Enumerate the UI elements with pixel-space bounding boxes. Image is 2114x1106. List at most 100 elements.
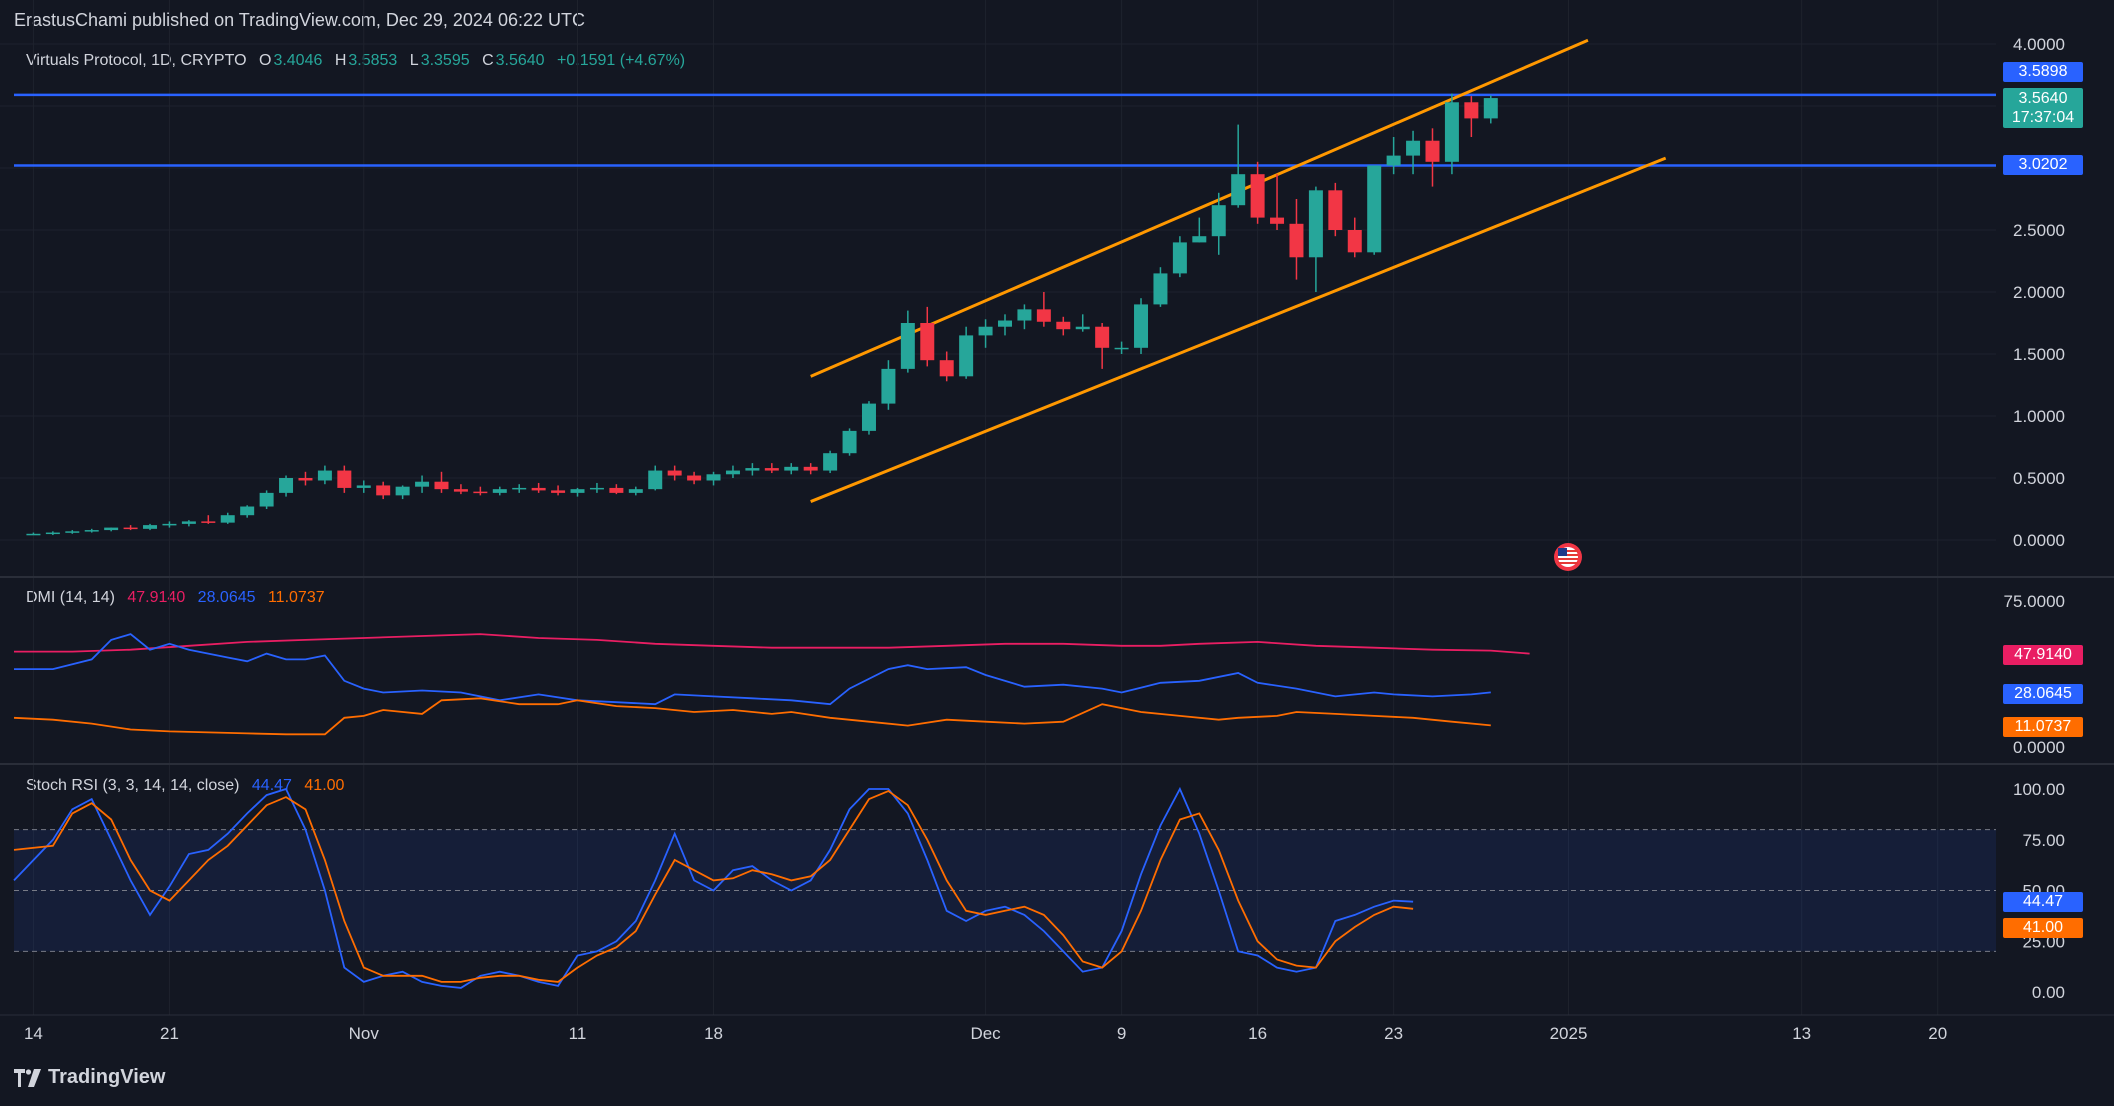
candle [1036, 292, 1051, 327]
dmi-series-line [14, 633, 1491, 706]
candle [1347, 217, 1362, 258]
candle [706, 471, 721, 486]
candle-body [143, 525, 158, 529]
y-tick-label: 1.0000 [2013, 407, 2065, 426]
candle [920, 306, 935, 367]
flag-stripe [1558, 558, 1578, 560]
candle-body [162, 523, 177, 526]
y-tick-label: 0.5000 [2013, 469, 2065, 488]
y-tick-label: 4.0000 [2013, 35, 2065, 54]
low-label: L [409, 52, 419, 69]
price-tag-resistance-1: 3.5898 [2003, 62, 2083, 82]
tradingview-brand: TradingView [48, 1066, 166, 1088]
candle-body [1483, 98, 1498, 119]
x-tick-label: Dec [970, 1024, 1001, 1043]
candle [1095, 323, 1110, 369]
candle [1270, 174, 1285, 230]
candle-body [123, 527, 138, 530]
candle [123, 525, 138, 531]
candle-body [1347, 230, 1362, 253]
candle-body [1406, 140, 1421, 156]
price-tag-dmi-plus: 28.0645 [2003, 684, 2083, 704]
y-tick-label: 2.5000 [2013, 221, 2065, 240]
x-tick-label: Nov [349, 1024, 380, 1043]
candle [240, 505, 255, 518]
candle-body [1075, 326, 1090, 330]
price-tag-stoch-d: 41.00 [2003, 918, 2083, 938]
candle [803, 463, 818, 475]
candle-body [745, 468, 760, 471]
candle-body [667, 470, 682, 476]
price-tag-dmi-adx: 47.9140 [2003, 645, 2083, 665]
candle-body [1056, 321, 1071, 330]
candle [745, 463, 760, 476]
candle-body [395, 486, 410, 496]
candle [687, 471, 702, 485]
candle [356, 480, 371, 493]
high-value: 3.5853 [348, 52, 398, 69]
candle [667, 465, 682, 481]
candle [1134, 298, 1149, 354]
candle [1172, 236, 1187, 278]
candle [959, 326, 974, 379]
close-label: C [482, 52, 494, 69]
bar-countdown: 17:37:04 [2011, 109, 2075, 126]
x-tick-label: 14 [24, 1024, 43, 1043]
candle [1464, 96, 1479, 137]
price-tag-dmi-minus: 11.0737 [2003, 717, 2083, 737]
x-tick-label: 21 [160, 1024, 179, 1043]
candle-body [220, 515, 235, 523]
channel-lower-line [810, 156, 1667, 503]
candle-body [628, 489, 643, 493]
candle [1017, 304, 1032, 330]
candle [609, 484, 624, 495]
candle-body [687, 475, 702, 481]
candle [1075, 314, 1090, 332]
candle [453, 484, 468, 495]
candle [823, 450, 838, 474]
price-tag-last: 3.5640 17:37:04 [2003, 88, 2083, 128]
candle-body [26, 533, 41, 536]
symbol-title[interactable]: Virtuals Protocol, 1D, CRYPTO [26, 52, 247, 69]
candle-body [1425, 140, 1440, 162]
dmi-title[interactable]: DMI (14, 14) [26, 589, 115, 606]
x-tick-label: 9 [1117, 1024, 1126, 1043]
x-tick-label: 23 [1384, 1024, 1403, 1043]
candle-body [1308, 190, 1323, 258]
candle-body [279, 478, 294, 493]
candle-body [1211, 205, 1226, 237]
candle-body [1095, 326, 1110, 348]
candle-body [65, 531, 80, 533]
candle [725, 465, 740, 478]
candle-body [589, 487, 604, 490]
candle-body [512, 487, 527, 490]
tradingview-footer[interactable]: TradingView [14, 1066, 165, 1089]
candles-layer [26, 93, 1498, 536]
grid-layer [0, 0, 1996, 1015]
candle [220, 512, 235, 524]
candle [45, 531, 60, 536]
close-value: 3.5640 [495, 52, 545, 69]
channel-upper-line [810, 38, 1589, 378]
stoch-title[interactable]: Stoch RSI (3, 3, 14, 14, close) [26, 777, 240, 794]
candle [395, 485, 410, 500]
candle-body [240, 506, 255, 516]
candle-body [900, 323, 915, 369]
stoch-d-value: 41.00 [304, 777, 345, 794]
candle [1192, 217, 1207, 243]
candle [1231, 124, 1246, 208]
candle-body [881, 368, 896, 404]
x-tick-label: 20 [1928, 1024, 1947, 1043]
candle-body [473, 491, 488, 494]
candle-body [1153, 273, 1168, 305]
candle [1406, 130, 1421, 175]
x-tick-label: 2025 [1550, 1024, 1588, 1043]
open-label: O [258, 52, 272, 69]
candle [1444, 93, 1459, 175]
candle-body [1386, 155, 1401, 166]
candle [998, 314, 1012, 336]
candle [143, 523, 158, 531]
candle [337, 465, 352, 493]
flag-stripe [1558, 550, 1578, 552]
